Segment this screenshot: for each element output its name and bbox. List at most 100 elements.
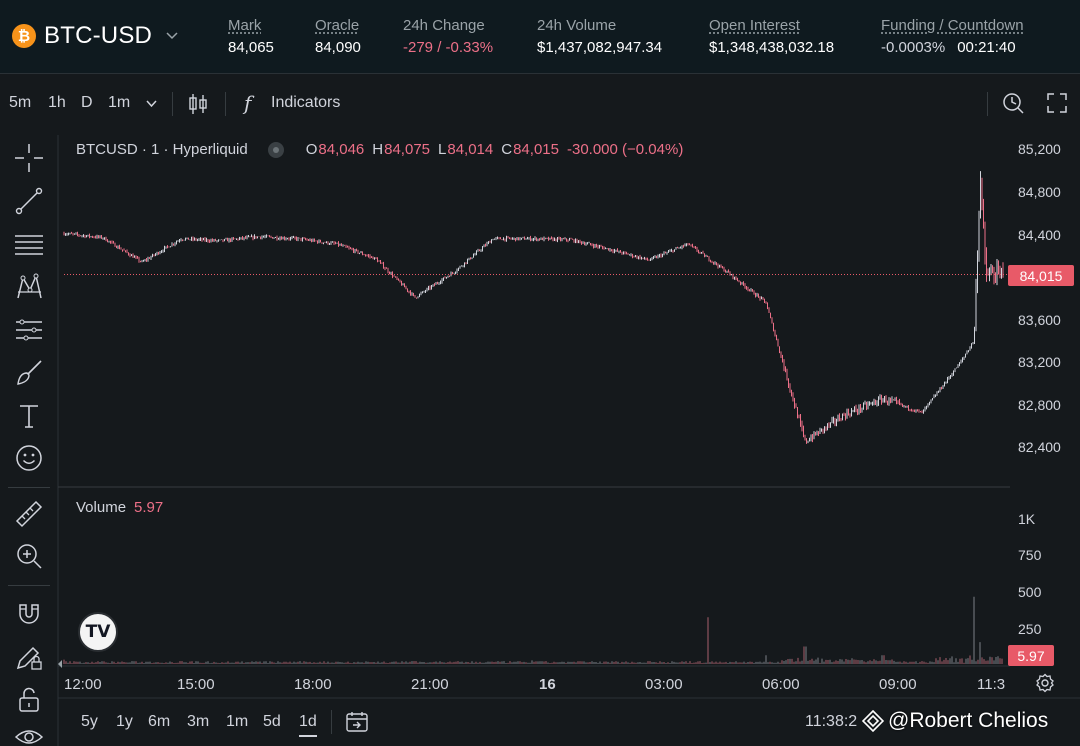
zoom-in-icon[interactable] <box>12 539 46 573</box>
stat-24h-change: 24h Change -279 / -0.33% <box>403 17 493 56</box>
time-tick: 12:00 <box>64 676 102 693</box>
scroll-left-icon[interactable] <box>58 660 62 668</box>
drawing-tools <box>0 135 58 746</box>
go-to-date-icon[interactable] <box>345 711 369 733</box>
legend-open-key: O <box>305 141 318 158</box>
volume-value: 5.97 <box>134 499 164 516</box>
volume-series <box>63 596 1003 664</box>
legend-change: -30.000 (−0.04%) <box>566 141 684 158</box>
range-6m[interactable]: 6m <box>148 713 171 730</box>
stat-label[interactable]: Funding / Countdown <box>881 17 1024 34</box>
stat-24h-volume: 24h Volume $1,437,082,947.34 <box>537 17 662 56</box>
candlestick-icon[interactable] <box>187 92 209 116</box>
watermark-text: @Robert Chelios <box>888 709 1049 732</box>
replay-icon[interactable] <box>1001 91 1025 115</box>
stat-label: 24h Change <box>403 17 485 34</box>
time-tick-day: 16 <box>539 676 556 693</box>
asset-symbol: BTC-USD <box>44 22 153 49</box>
price-tick: 84,800 <box>1018 184 1061 200</box>
range-3m[interactable]: 3m <box>187 713 210 730</box>
stat-value: $1,348,438,032.18 <box>709 39 835 56</box>
lock-drawing-icon[interactable] <box>12 640 46 674</box>
magnet-icon[interactable] <box>12 597 46 631</box>
time-tick: 06:00 <box>762 676 800 693</box>
chart-toolbar: 5m 1h D 1m f Indicators <box>0 86 1080 122</box>
legend-close-key: C <box>501 141 513 158</box>
asset-selector[interactable]: ₿ BTC-USD <box>12 22 178 50</box>
stat-label[interactable]: Oracle <box>315 17 360 34</box>
brush-icon[interactable] <box>12 356 46 390</box>
funding-countdown: 00:21:40 <box>957 39 1016 56</box>
price-tick: 84,400 <box>1018 227 1061 243</box>
market-header: ₿ BTC-USD Mark 84,065 Oracle 84,090 24h … <box>0 0 1080 74</box>
range-5d[interactable]: 5d <box>263 713 281 730</box>
stat-value: 84,065 <box>228 39 274 56</box>
price-tick: 82,800 <box>1018 397 1061 413</box>
fx-icon[interactable]: f <box>244 91 252 115</box>
toolbar-divider <box>987 92 988 116</box>
interval-d[interactable]: D <box>81 94 93 111</box>
range-5y[interactable]: 5y <box>81 713 98 730</box>
volume-tick: 500 <box>1018 584 1042 600</box>
interval-1h[interactable]: 1h <box>48 94 66 111</box>
stat-open-interest: Open Interest $1,348,438,032.18 <box>709 17 834 56</box>
stat-label[interactable]: Mark <box>228 17 262 34</box>
stat-value: -0.0003% 00:21:40 <box>881 39 1024 56</box>
unlock-icon[interactable] <box>12 683 46 717</box>
settings-gear-icon[interactable] <box>1035 673 1055 693</box>
ohlc-legend: BTCUSD · 1 · Hyperliquid O 84,046 H 84,075… <box>76 141 691 158</box>
range-1m[interactable]: 1m <box>226 713 249 730</box>
volume-legend: Volume 5.97 <box>76 499 163 516</box>
legend-low: 84,014 <box>447 141 494 158</box>
stat-mark: Mark 84,065 <box>228 17 274 56</box>
legend-close: 84,015 <box>513 141 559 158</box>
volume-tick: 750 <box>1018 547 1042 563</box>
stat-value: 84,090 <box>315 39 361 56</box>
volume-tick: 1K <box>1018 511 1036 527</box>
interval-1m[interactable]: 1m <box>108 94 131 111</box>
text-icon[interactable] <box>12 399 46 433</box>
time-tick: 09:00 <box>879 676 917 693</box>
stat-funding: Funding / Countdown -0.0003% 00:21:40 <box>881 17 1024 56</box>
volume-label: Volume <box>76 499 127 516</box>
volume-tick: 250 <box>1018 621 1042 637</box>
legend-high: 84,075 <box>384 141 431 158</box>
stat-value: -279 / -0.33% <box>403 39 494 56</box>
last-price-tag: 84,015 <box>1008 265 1074 286</box>
price-series <box>63 171 1004 444</box>
time-tick: 11:3 <box>977 676 1006 693</box>
stat-label[interactable]: Open Interest <box>709 17 800 34</box>
price-tick: 82,400 <box>1018 439 1061 455</box>
toolbar-divider <box>172 92 173 116</box>
emoji-icon[interactable] <box>12 441 46 475</box>
stat-value: $1,437,082,947.34 <box>537 39 663 56</box>
range-1d[interactable]: 1d <box>299 713 317 737</box>
price-tick: 85,200 <box>1018 141 1061 157</box>
ruler-icon[interactable] <box>12 497 46 531</box>
toolbar-divider <box>225 92 226 116</box>
fullscreen-icon[interactable] <box>1046 92 1068 114</box>
market-status-icon[interactable] <box>267 141 284 158</box>
time-tick: 21:00 <box>411 676 449 693</box>
crosshair-icon[interactable] <box>12 141 46 175</box>
tradingview-logo[interactable]: TV <box>78 612 118 652</box>
funding-rate: -0.0003% <box>881 39 946 56</box>
author-watermark: @Robert Chelios <box>862 709 1048 733</box>
rail-divider <box>8 585 50 586</box>
pattern-icon[interactable] <box>12 270 46 304</box>
legend-low-key: L <box>438 141 447 158</box>
chevron-down-icon <box>166 32 178 40</box>
horizontal-lines-icon[interactable] <box>12 227 46 261</box>
interval-5m[interactable]: 5m <box>9 94 32 111</box>
legend-high-key: H <box>372 141 384 158</box>
chart-clock: 11:38:2 <box>805 713 858 730</box>
eye-icon[interactable] <box>12 720 46 746</box>
time-tick: 15:00 <box>177 676 215 693</box>
range-1y[interactable]: 1y <box>116 713 133 730</box>
time-tick: 18:00 <box>294 676 332 693</box>
indicators-button[interactable]: Indicators <box>271 94 341 111</box>
interval-chevron-down-icon[interactable] <box>146 100 157 108</box>
trend-line-icon[interactable] <box>12 184 46 218</box>
rail-divider <box>8 487 50 488</box>
fib-retracement-icon[interactable] <box>12 313 46 347</box>
